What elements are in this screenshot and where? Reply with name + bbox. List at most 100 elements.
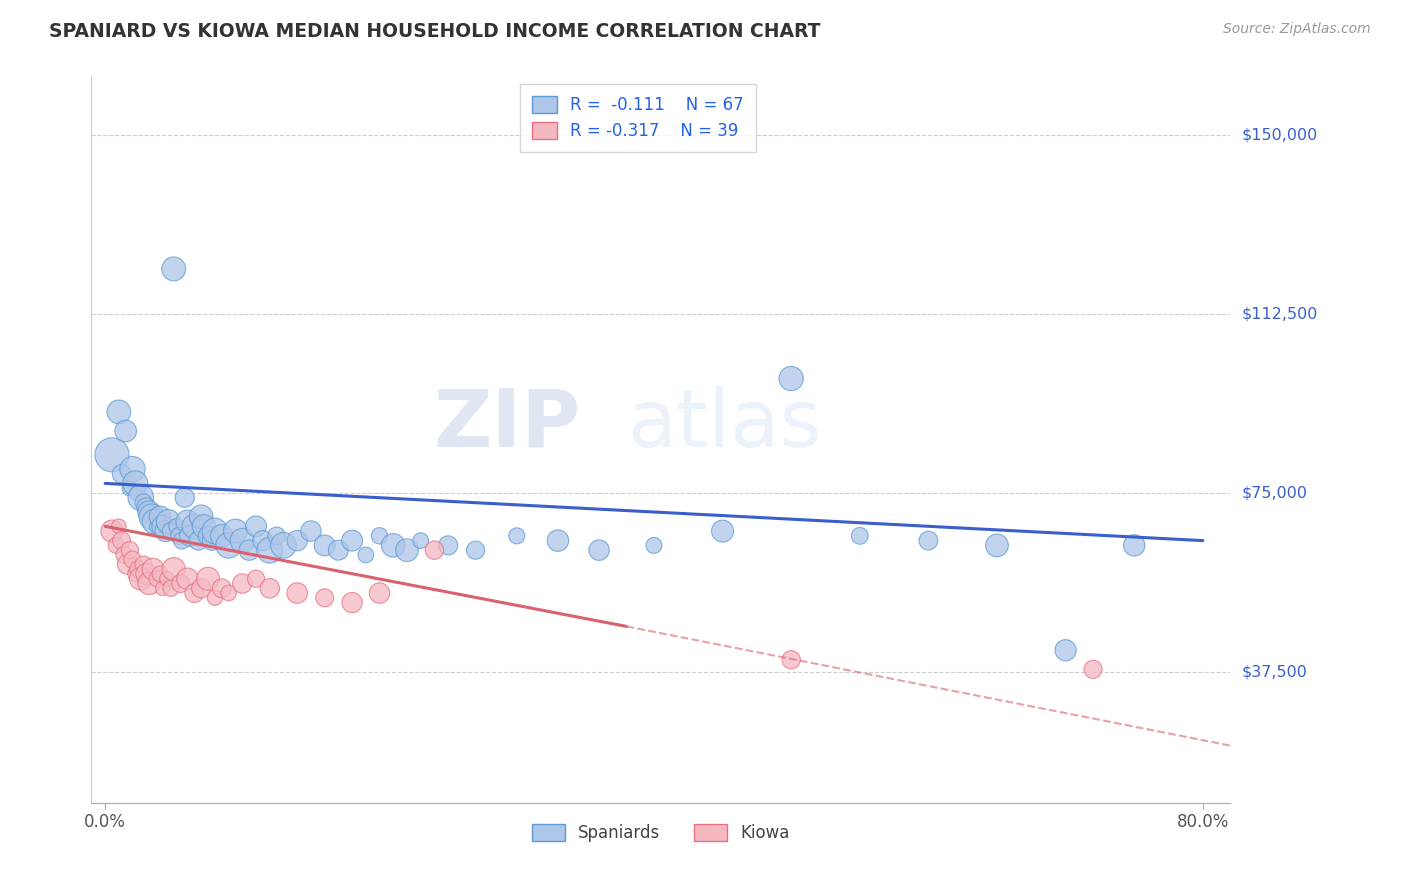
- Point: [183, 586, 205, 600]
- Point: [197, 572, 219, 586]
- Text: atlas: atlas: [627, 385, 821, 464]
- Point: [129, 572, 152, 586]
- Point: [124, 566, 146, 581]
- Point: [285, 533, 308, 548]
- Point: [986, 538, 1008, 552]
- Point: [142, 562, 165, 576]
- Point: [464, 543, 486, 558]
- Point: [170, 533, 193, 548]
- Point: [146, 519, 169, 533]
- Point: [146, 572, 169, 586]
- Point: [252, 533, 274, 548]
- Point: [849, 529, 872, 543]
- Point: [340, 533, 363, 548]
- Point: [711, 524, 734, 538]
- Point: [368, 586, 391, 600]
- Text: ZIP: ZIP: [434, 385, 581, 464]
- Point: [129, 491, 152, 505]
- Point: [124, 476, 146, 491]
- Point: [121, 552, 143, 566]
- Text: Source: ZipAtlas.com: Source: ZipAtlas.com: [1223, 22, 1371, 37]
- Point: [204, 524, 226, 538]
- Point: [285, 586, 308, 600]
- Point: [118, 543, 141, 558]
- Point: [127, 486, 149, 500]
- Point: [547, 533, 569, 548]
- Point: [266, 529, 288, 543]
- Point: [1123, 538, 1146, 552]
- Point: [190, 582, 212, 596]
- Point: [437, 538, 460, 552]
- Point: [218, 586, 240, 600]
- Point: [259, 582, 281, 596]
- Point: [190, 509, 212, 524]
- Point: [167, 529, 190, 543]
- Point: [197, 529, 219, 543]
- Point: [149, 566, 172, 581]
- Point: [127, 562, 149, 576]
- Text: $75,000: $75,000: [1241, 485, 1308, 500]
- Point: [121, 462, 143, 476]
- Text: SPANIARD VS KIOWA MEDIAN HOUSEHOLD INCOME CORRELATION CHART: SPANIARD VS KIOWA MEDIAN HOUSEHOLD INCOM…: [49, 22, 821, 41]
- Point: [101, 448, 124, 462]
- Point: [1054, 643, 1077, 657]
- Text: $150,000: $150,000: [1241, 128, 1317, 143]
- Point: [409, 533, 432, 548]
- Point: [176, 515, 198, 529]
- Point: [238, 543, 260, 558]
- Point: [169, 576, 191, 591]
- Point: [110, 533, 132, 548]
- Point: [218, 538, 240, 552]
- Point: [211, 582, 233, 596]
- Point: [643, 538, 665, 552]
- Point: [340, 596, 363, 610]
- Point: [138, 576, 160, 591]
- Point: [160, 524, 183, 538]
- Point: [179, 529, 201, 543]
- Point: [187, 533, 209, 548]
- Point: [780, 371, 803, 385]
- Point: [138, 505, 160, 519]
- Point: [193, 519, 215, 533]
- Point: [176, 572, 198, 586]
- Point: [1081, 662, 1104, 676]
- Point: [152, 582, 174, 596]
- Point: [423, 543, 446, 558]
- Point: [166, 519, 188, 533]
- Point: [780, 653, 803, 667]
- Point: [149, 509, 172, 524]
- Point: [110, 467, 132, 481]
- Point: [204, 591, 226, 605]
- Point: [132, 558, 155, 572]
- Point: [506, 529, 529, 543]
- Point: [132, 495, 155, 509]
- Point: [245, 572, 267, 586]
- Point: [152, 519, 174, 533]
- Point: [245, 519, 267, 533]
- Point: [183, 519, 205, 533]
- Point: [259, 543, 281, 558]
- Point: [156, 572, 179, 586]
- Point: [114, 424, 136, 438]
- Point: [135, 566, 157, 581]
- Point: [354, 548, 377, 562]
- Point: [115, 558, 138, 572]
- Point: [395, 543, 418, 558]
- Point: [163, 562, 186, 576]
- Point: [118, 481, 141, 495]
- Point: [299, 524, 322, 538]
- Point: [224, 524, 246, 538]
- Point: [368, 529, 391, 543]
- Point: [211, 529, 233, 543]
- Point: [588, 543, 610, 558]
- Point: [314, 591, 336, 605]
- Point: [382, 538, 405, 552]
- Point: [314, 538, 336, 552]
- Point: [231, 533, 253, 548]
- Point: [173, 491, 195, 505]
- Text: $112,500: $112,500: [1241, 307, 1317, 322]
- Point: [141, 509, 163, 524]
- Point: [163, 261, 186, 276]
- Point: [143, 515, 166, 529]
- Point: [155, 524, 177, 538]
